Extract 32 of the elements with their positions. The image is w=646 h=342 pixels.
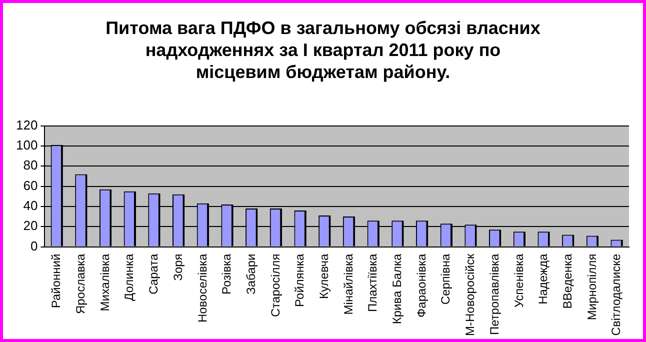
x-tick-label: Новоселівка	[195, 253, 210, 323]
x-tick-label: Ярославка	[74, 253, 88, 314]
x-tick-label: М-Новоросійск	[463, 253, 478, 336]
y-tick-label: 120	[16, 117, 38, 132]
y-tick-label: 40	[23, 198, 38, 214]
x-tick-label: Мінайлівка	[341, 253, 356, 315]
x-tick-label: Петропавлівка	[487, 253, 502, 336]
x-tick-label: Серпівна	[438, 253, 453, 305]
x-tick-label: Сарата	[146, 253, 161, 294]
chart-title: Питома вага ПДФО в загальному обсязі власних надходженнях за І квартал 2011 року по місцевим бюджетам району.	[104, 17, 542, 83]
x-tick-label: Районний	[49, 254, 64, 308]
y-tick-label: 20	[23, 218, 38, 234]
y-tick-label: 100	[16, 138, 38, 153]
x-tick-label: Розівка	[220, 253, 234, 295]
x-tick-label: Світлодалиске	[609, 253, 624, 336]
x-tick-label: Крива Балка	[390, 253, 404, 324]
y-tick-label: 80	[23, 158, 38, 173]
x-tick-label: Успенівка	[512, 253, 526, 308]
x-tick-label: Плахтіївка	[366, 253, 380, 312]
x-tick-label: Ройлянка	[292, 253, 307, 307]
x-tick-label: Надежда	[536, 253, 550, 304]
x-tick-label: ВВеденка	[560, 253, 574, 309]
y-tick-label: 0	[30, 238, 38, 254]
x-tick-label: Мирнопілля	[584, 254, 599, 320]
x-tick-label: Зоря	[170, 254, 185, 281]
x-tick-label: Фараонівка	[414, 253, 428, 318]
x-tick-label: Забари	[244, 254, 258, 294]
y-tick-label: 60	[23, 178, 38, 193]
x-tick-label: Старосілля	[268, 254, 282, 318]
x-tick-label: Долинка	[122, 253, 136, 301]
x-tick-label: Михалівка	[98, 253, 112, 312]
x-tick-label: Кулевча	[316, 253, 331, 299]
